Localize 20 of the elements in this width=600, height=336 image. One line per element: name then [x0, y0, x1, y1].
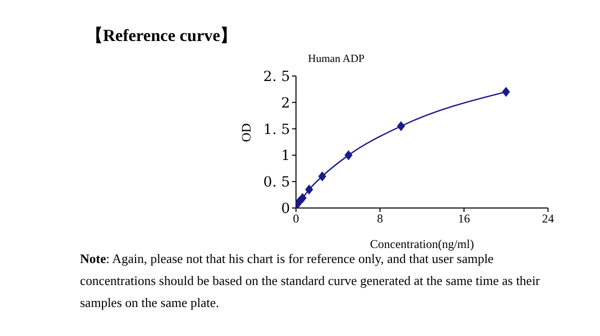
y-axis-title: OD: [238, 123, 254, 142]
point: [318, 171, 326, 182]
x-tick-label: 8: [377, 212, 383, 226]
point: [298, 192, 307, 203]
point: [397, 121, 405, 132]
text: Note: Again, please not that his chart is for reference only, and that user sample concentrations should be based on the standard curve generated at the same time as their samples on the same plate.: [80, 251, 540, 310]
y-tick-label: 1. 5: [263, 122, 290, 138]
x-tick-label: 24: [542, 212, 554, 226]
y-tick-label: 2. 5: [263, 68, 290, 85]
y-tick-label: 1: [281, 148, 290, 164]
x-tick-label: 16: [458, 212, 470, 226]
x-axis-title: Concentration(ng/ml): [370, 237, 474, 251]
y-tick-label: 2: [281, 95, 290, 112]
chart-title: 【Reference curve】: [86, 25, 238, 47]
y-tick-label: 0. 5: [263, 174, 290, 191]
point: [344, 150, 352, 160]
point: [502, 86, 510, 97]
chart-subtitle: Human ADP: [308, 53, 365, 65]
point: [305, 184, 314, 195]
x-tick-label: 0: [293, 212, 299, 226]
